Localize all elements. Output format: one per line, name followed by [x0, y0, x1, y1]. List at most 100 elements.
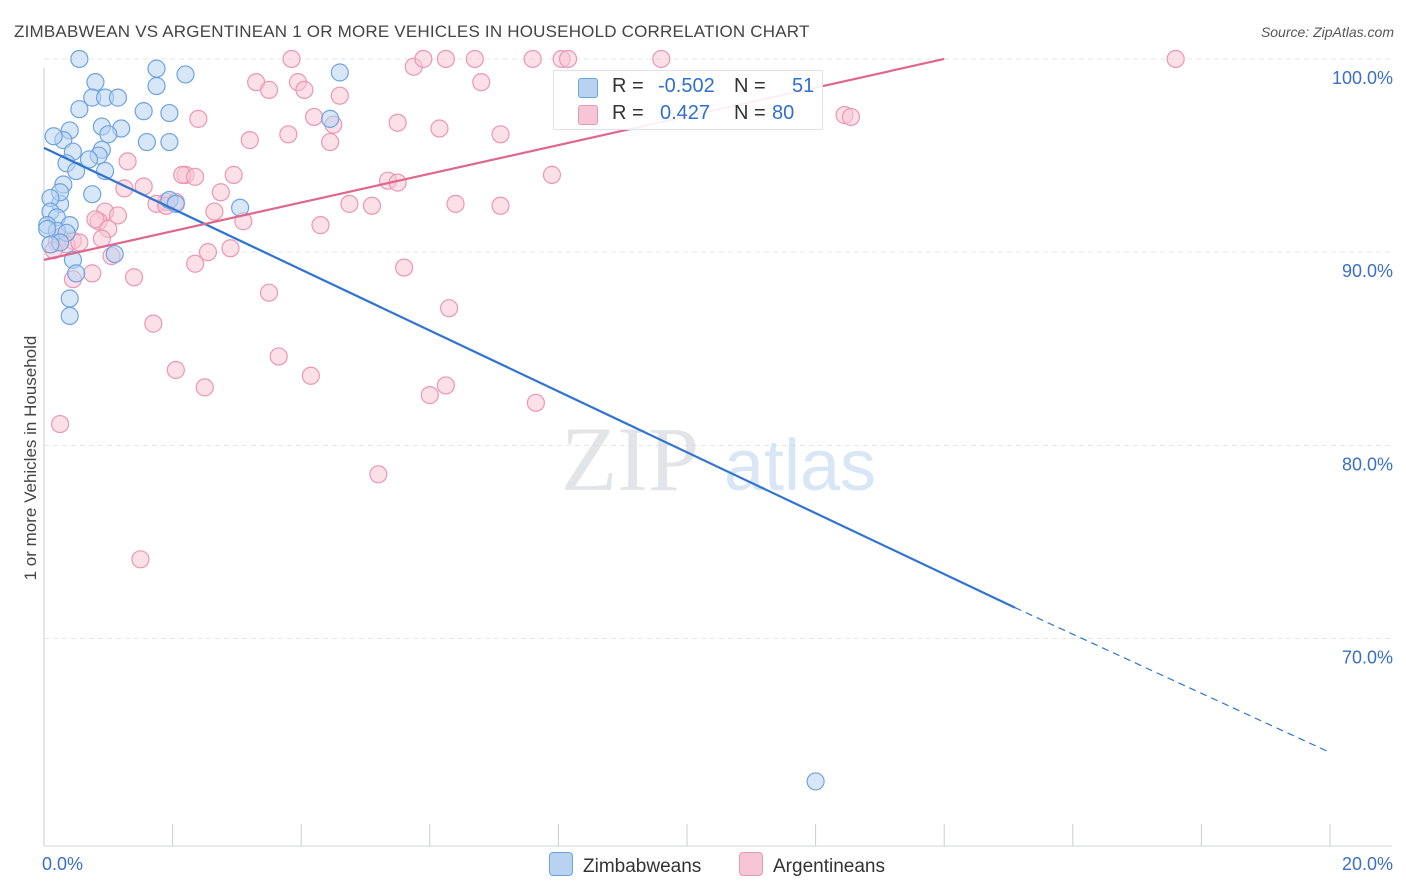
x-tick-label: 0.0% [42, 854, 83, 874]
argentinean-point [118, 152, 137, 171]
argentinean-points [44, 49, 1185, 569]
zimbabwean-point [160, 132, 179, 152]
legend-r-label: R = [612, 75, 644, 97]
legend-item-label: Argentineans [773, 856, 885, 877]
argentinean-point [282, 49, 301, 69]
argentinean-point [542, 165, 562, 184]
zimbabwean-point [83, 185, 102, 204]
argentinean-point [108, 206, 128, 225]
zimbabwean-trend-line [43, 146, 1016, 609]
argentinean-point [124, 268, 144, 287]
y-axis-label: 1 or more Vehicles in Household [21, 336, 40, 581]
argentinean-point [259, 80, 279, 99]
argentinean-point [436, 49, 455, 69]
argentinean-point [205, 202, 224, 221]
argentinean-point [166, 360, 185, 380]
zimbabwean-point [160, 103, 179, 123]
zimbabwean-point [44, 127, 63, 146]
zimbabwean-point [330, 63, 349, 82]
argentinean-point [269, 347, 288, 366]
argentinean-point [301, 366, 320, 385]
argentinean-point [388, 113, 407, 132]
argentinean-point [1166, 49, 1185, 69]
argentinean-point [86, 210, 105, 229]
argentinean-point [362, 196, 382, 215]
correlation-legend: R = -0.502 N = 51 R = 0.427 N = 80 [553, 70, 823, 130]
argentinean-point [189, 109, 208, 128]
watermark-zip: ZIP [561, 408, 699, 510]
argentinean-point [446, 194, 465, 213]
zimbabwean-point [60, 289, 79, 308]
argentinean-point [523, 49, 542, 69]
zimbabwean-point [60, 306, 79, 325]
argentinean-point [321, 132, 340, 152]
argentinean-point [186, 254, 205, 273]
legend-item-label: Zimbabweans [583, 856, 702, 877]
zimbabwean-point [41, 235, 60, 254]
argentinean-point [430, 119, 449, 138]
zimbabwean-point [806, 772, 825, 791]
argentinean-point [841, 107, 861, 127]
trend-lines [43, 57, 1331, 754]
legend-n-label: N = [734, 102, 766, 124]
argentinean-point [186, 167, 205, 186]
chart-title: ZIMBABWEAN VS ARGENTINEAN 1 OR MORE VEHI… [14, 22, 810, 41]
argentinean-point [420, 385, 439, 405]
argentinean-point [414, 49, 433, 69]
argentinean-point [131, 550, 150, 569]
legend-item-argentineans[interactable]: Argentineans [739, 852, 885, 877]
argentinean-point [144, 314, 163, 333]
argentinean-point [472, 73, 491, 92]
zimbabwean-point [67, 264, 86, 283]
zimbabwean-point [79, 150, 99, 169]
zimbabwean-trend-extension [1014, 607, 1331, 754]
argentinean-point [50, 414, 70, 434]
zimbabwean-point [38, 219, 57, 239]
legend-n-label: N = [734, 75, 766, 97]
source-label: Source: ZipAtlas.com [1260, 24, 1394, 40]
argentinean-point [224, 165, 243, 184]
axes-layer: 100.0% 90.0% 80.0% 70.0% 0.0% 20.0% [42, 68, 1393, 874]
zimbabwean-point [105, 244, 124, 264]
argentinean-point [198, 243, 218, 262]
argentinean-point [311, 216, 330, 235]
argentinean-point [394, 258, 414, 277]
argentinean-point [304, 107, 324, 127]
y-tick-label: 70.0% [1342, 647, 1393, 667]
y-tick-label: 80.0% [1342, 454, 1393, 474]
watermark: ZIP atlas [561, 408, 876, 510]
legend-r-value: 0.427 [660, 102, 711, 124]
y-tick-label: 90.0% [1342, 261, 1393, 281]
argentinean-point [195, 378, 214, 397]
series-legend: Zimbabweans Argentineans [0, 852, 1406, 878]
argentinean-point [340, 194, 359, 213]
argentinean-point [83, 264, 102, 283]
argentinean-point [526, 393, 545, 412]
zimbabwean-points [38, 49, 825, 791]
legend-row-zimbabweans: R = -0.502 N = 51 [554, 74, 822, 100]
argentinean-point [652, 49, 671, 69]
legend-r-label: R = [612, 102, 644, 124]
zimbabwean-point [137, 132, 156, 152]
y-tick-label: 100.0% [1332, 68, 1393, 88]
zimbabweans-square-icon [549, 852, 573, 876]
argentineans-square-icon [739, 852, 763, 876]
argentinean-point [558, 49, 578, 69]
zimbabwean-point [147, 76, 166, 96]
zimbabwean-point [70, 100, 89, 119]
argentinean-point [279, 125, 298, 144]
legend-n-value: 51 [792, 75, 815, 97]
legend-n-value: 80 [772, 102, 795, 124]
legend-row-argentineans: R = 0.427 N = 80 [554, 101, 822, 127]
argentinean-point [259, 283, 279, 302]
watermark-atlas: atlas [724, 426, 876, 506]
argentinean-point [369, 465, 388, 484]
argentinean-point [295, 80, 314, 99]
argentinean-point [221, 239, 240, 258]
legend-item-zimbabweans[interactable]: Zimbabweans [549, 852, 702, 877]
zimbabwean-point [147, 59, 166, 78]
argentinean-point [330, 86, 349, 105]
argentinean-point [491, 125, 510, 144]
x-tick-label: 20.0% [1342, 854, 1393, 874]
